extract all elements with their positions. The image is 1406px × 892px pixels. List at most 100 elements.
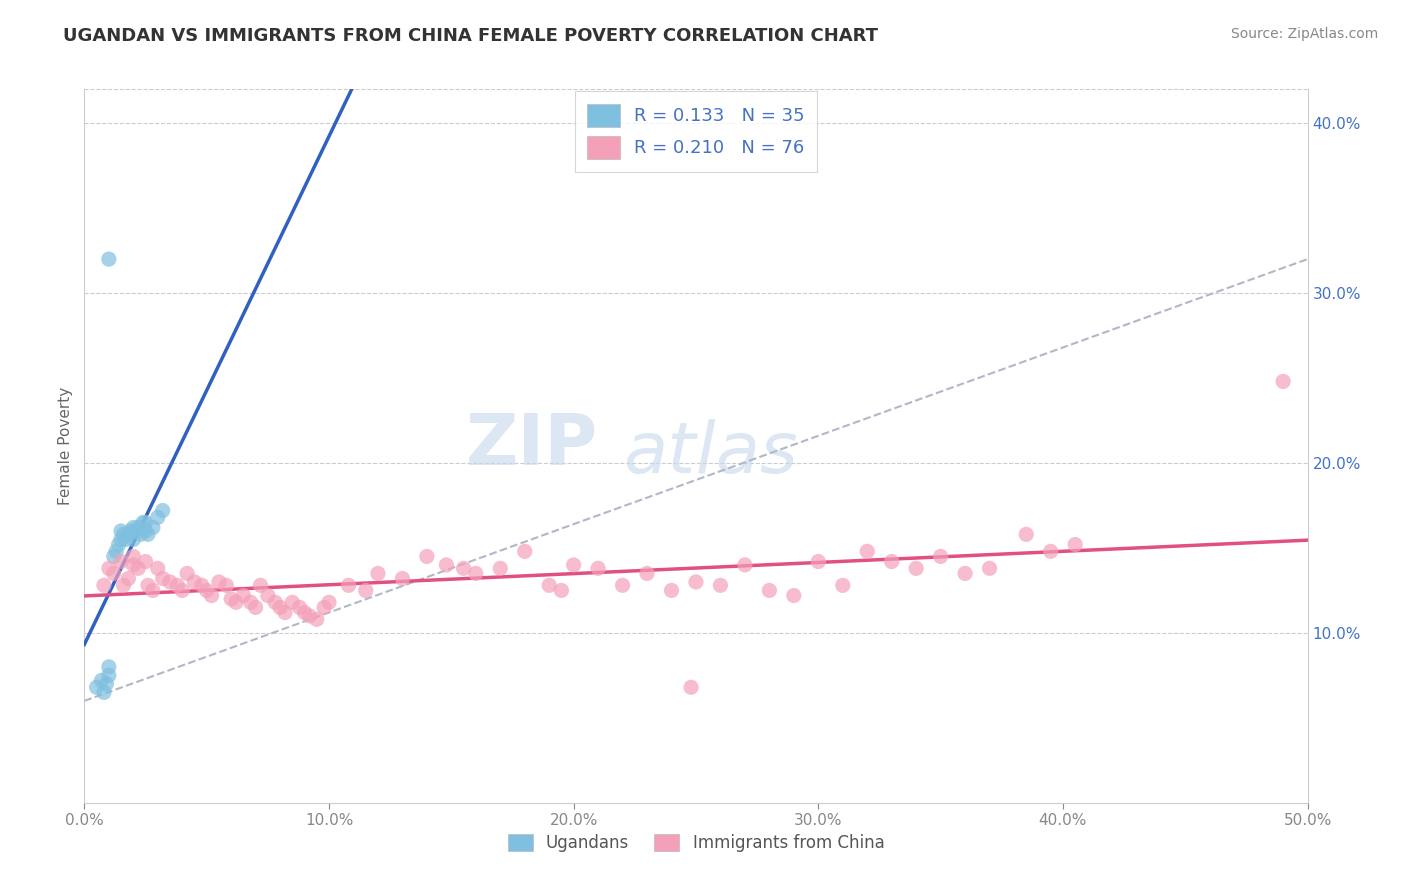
Point (200, 589, 222, 603)
Point (127, 520, 149, 534)
Point (758, 583, 780, 598)
Text: Source: ZipAtlas.com: Source: ZipAtlas.com (1230, 27, 1378, 41)
Point (142, 583, 165, 598)
Point (191, 578, 214, 592)
Point (97, 561, 120, 575)
Point (208, 574, 231, 589)
Point (1064, 537, 1087, 551)
Point (166, 578, 188, 592)
Point (135, 516, 157, 530)
Point (880, 555, 903, 569)
Point (135, 555, 157, 569)
Point (112, 527, 135, 541)
Point (122, 533, 145, 547)
Point (110, 524, 132, 538)
Point (117, 527, 139, 541)
Point (562, 558, 585, 572)
Point (122, 549, 145, 564)
Point (97, 660, 120, 674)
Point (103, 566, 125, 581)
Point (807, 555, 830, 569)
Point (586, 561, 609, 575)
Point (86, 680, 108, 694)
Y-axis label: Female Poverty: Female Poverty (58, 387, 73, 505)
Point (176, 566, 198, 581)
Point (685, 574, 707, 589)
Point (93, 685, 115, 699)
Point (1272, 375, 1295, 389)
Point (464, 566, 486, 581)
Point (97, 252, 120, 266)
Point (314, 600, 336, 615)
Point (146, 561, 169, 575)
Point (489, 561, 512, 575)
Point (103, 549, 125, 564)
Point (122, 558, 145, 572)
Point (132, 516, 155, 530)
Point (550, 583, 572, 598)
Point (112, 578, 135, 592)
Point (129, 527, 152, 541)
Point (245, 600, 267, 615)
Point (122, 520, 145, 534)
Point (90, 673, 112, 688)
Point (257, 589, 280, 603)
Point (159, 574, 181, 589)
Point (612, 578, 634, 592)
Point (232, 589, 254, 603)
Point (215, 578, 238, 592)
Point (115, 533, 138, 547)
Point (783, 589, 806, 603)
Point (152, 503, 174, 517)
Legend: Ugandans, Immigrants from China: Ugandans, Immigrants from China (501, 827, 891, 859)
Point (142, 520, 165, 534)
Point (107, 537, 129, 551)
Point (239, 595, 262, 609)
Point (416, 549, 439, 564)
Point (249, 578, 271, 592)
Point (391, 572, 413, 586)
Point (305, 612, 328, 626)
Point (127, 561, 149, 575)
Point (152, 572, 174, 586)
Point (318, 595, 340, 609)
Point (125, 524, 148, 538)
Point (354, 583, 377, 598)
Point (93, 578, 115, 592)
Point (1015, 527, 1038, 541)
Point (97, 668, 120, 682)
Point (110, 555, 132, 569)
Point (294, 606, 316, 620)
Point (953, 566, 976, 581)
Point (219, 591, 242, 606)
Point (195, 583, 218, 598)
Point (1039, 544, 1062, 558)
Point (298, 608, 321, 623)
Point (264, 595, 287, 609)
Point (734, 558, 756, 572)
Point (96, 677, 118, 691)
Point (709, 578, 731, 592)
Point (681, 680, 703, 694)
Point (636, 566, 658, 581)
Point (281, 595, 304, 609)
Point (269, 600, 291, 615)
Point (110, 533, 132, 547)
Point (288, 600, 311, 615)
Point (120, 524, 142, 538)
Point (105, 544, 128, 558)
Point (225, 595, 247, 609)
Text: ZIP: ZIP (465, 411, 598, 481)
Point (135, 524, 157, 538)
Point (513, 544, 536, 558)
Point (856, 544, 879, 558)
Point (979, 561, 1001, 575)
Point (136, 527, 159, 541)
Point (831, 578, 853, 592)
Point (146, 510, 169, 524)
Point (183, 574, 205, 589)
Point (367, 566, 389, 581)
Point (274, 606, 297, 620)
Point (136, 578, 159, 592)
Point (172, 583, 194, 598)
